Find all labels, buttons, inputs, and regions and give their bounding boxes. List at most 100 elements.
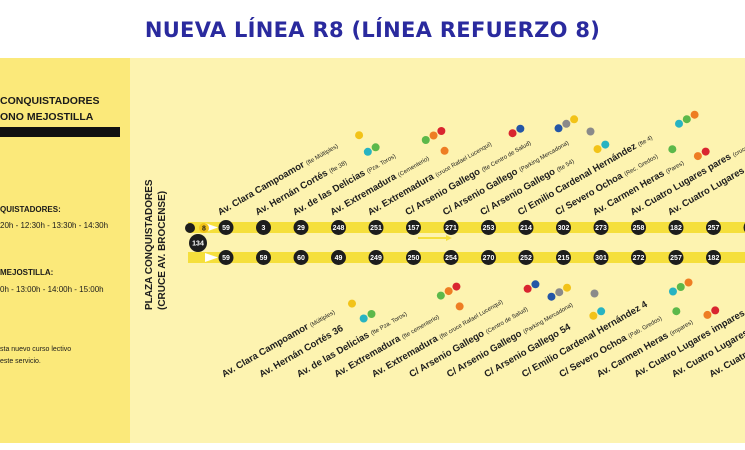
top-connection-dot	[693, 152, 702, 161]
bottom-connection-dot	[563, 283, 572, 292]
bottom-stop-badge	[631, 250, 646, 265]
bottom-stop-code: 257	[670, 255, 682, 262]
bottom-stop-code: 215	[558, 255, 570, 262]
top-stop-code: 214	[520, 225, 532, 232]
top-stop-code: 29	[297, 225, 305, 232]
bottom-stop-badge	[556, 250, 571, 265]
schedule-heading-2: ONO MEJOSTILLA	[0, 111, 94, 123]
top-stop-badge	[406, 220, 421, 235]
top-connection-dot	[508, 129, 517, 138]
bottom-connection-dot	[590, 289, 599, 298]
top-stop-code: 258	[633, 225, 645, 232]
top-connection-dot	[371, 143, 380, 152]
bottom-connection-dot	[452, 282, 461, 291]
bottom-stop-badge	[293, 250, 309, 265]
plaza-dot	[185, 223, 195, 233]
bottom-connection-dot	[672, 307, 681, 316]
bottom-stop-code: 59	[260, 255, 268, 262]
top-connection-dot	[363, 147, 372, 156]
top-stop-code: 257	[708, 225, 720, 232]
direction-arrow-return	[205, 253, 218, 262]
bottom-stop-badge	[443, 250, 459, 265]
top-stop-code: 253	[483, 225, 495, 232]
route-line-outbound	[188, 222, 745, 233]
bottom-stop-code: 249	[370, 255, 382, 262]
bottom-stop-code: 182	[708, 255, 720, 262]
top-connection-dot	[586, 127, 595, 136]
schedule-note-1: sta nuevo curso lectivo	[0, 346, 72, 353]
top-stop-code: 3	[262, 225, 266, 232]
top-stop-code: 182	[670, 225, 682, 232]
plaza-stop-badge	[189, 234, 207, 252]
bottom-stop-code: 49	[335, 255, 343, 262]
bottom-stop-code: 250	[408, 255, 420, 262]
route-line-return	[188, 252, 745, 263]
top-connection-dot	[701, 147, 710, 156]
top-stop-code: 59	[222, 225, 230, 232]
schedule-panel: CONQUISTADORES ONO MEJOSTILLA QUISTADORE…	[0, 58, 130, 443]
bottom-connection-dot	[359, 314, 368, 323]
bottom-connection-dot	[703, 310, 712, 319]
top-stop-badge	[293, 220, 309, 235]
top-stop-code: 302	[558, 225, 570, 232]
top-stop-code: 251	[370, 225, 382, 232]
plaza-line-badge	[199, 223, 209, 233]
bottom-stop-badge	[481, 250, 496, 265]
bottom-connection-dot	[523, 284, 532, 293]
top-stop-badge	[443, 220, 459, 235]
bottom-stop-code: 59	[222, 255, 230, 262]
top-connection-dot	[516, 124, 525, 133]
bottom-stop-badge	[256, 250, 271, 265]
top-connection-dot	[437, 127, 446, 135]
bottom-connection-dot	[347, 299, 356, 308]
top-stop-badge	[218, 220, 234, 235]
bottom-stop-badge	[593, 250, 609, 265]
top-stop-badge	[593, 220, 609, 235]
top-stop-code: 273	[595, 225, 607, 232]
bottom-stop-code: 301	[595, 255, 607, 262]
bottom-connection-dot	[547, 292, 556, 301]
top-stop-badge	[556, 220, 571, 235]
bottom-stop-badge	[331, 250, 346, 265]
schedule-divider	[0, 127, 120, 137]
bottom-stop-badge	[368, 250, 384, 265]
schedule-times-1: 20h - 12:30h - 13:30h - 14:30h	[0, 221, 109, 230]
top-stop-badge	[706, 220, 721, 235]
connector-arrow-head	[446, 235, 452, 241]
bottom-connection-dot	[367, 310, 376, 318]
bottom-connection-dot	[531, 280, 540, 289]
top-stop-badge	[256, 220, 271, 235]
top-stop-badge	[481, 220, 496, 235]
bottom-stop-code: 254	[445, 255, 457, 262]
bottom-stop-code: 270	[483, 255, 495, 262]
bottom-stop-badge	[668, 250, 684, 265]
bottom-stop-code: 252	[520, 255, 532, 262]
top-connection-dot	[668, 145, 677, 154]
top-connection-dot	[682, 115, 691, 124]
top-connection-dot	[570, 115, 579, 124]
top-stop-badge	[331, 220, 346, 235]
plaza-line-badge-label: 8	[202, 226, 206, 233]
plaza-label-line-2: (CRUCE AV. BROCENSE)	[157, 191, 168, 310]
bottom-connection-dot	[444, 287, 453, 296]
schedule-subheading-2: MEJOSTILLA:	[0, 268, 54, 277]
page-title: NUEVA LÍNEA R8 (LÍNEA REFUERZO 8)	[144, 18, 601, 42]
bottom-connection-dot	[555, 288, 564, 297]
top-connection-dot	[593, 145, 602, 154]
plaza-label-line-1: PLAZA CONQUISTADORES	[144, 179, 155, 310]
bottom-connection-dot	[676, 283, 685, 291]
top-stop-badge	[668, 220, 684, 235]
schedule-subheading-1: QUISTADORES:	[0, 205, 61, 214]
top-stop-badge	[368, 220, 384, 235]
top-connection-dot	[562, 119, 571, 128]
top-connection-dot	[601, 140, 610, 149]
bottom-stop-code: 60	[297, 255, 305, 262]
top-stop-code: 248	[333, 225, 345, 232]
top-stop-code: 271	[445, 225, 457, 232]
top-stop-badge	[631, 220, 646, 235]
bottom-connection-dot	[455, 302, 464, 311]
bottom-connection-dot	[597, 307, 606, 316]
